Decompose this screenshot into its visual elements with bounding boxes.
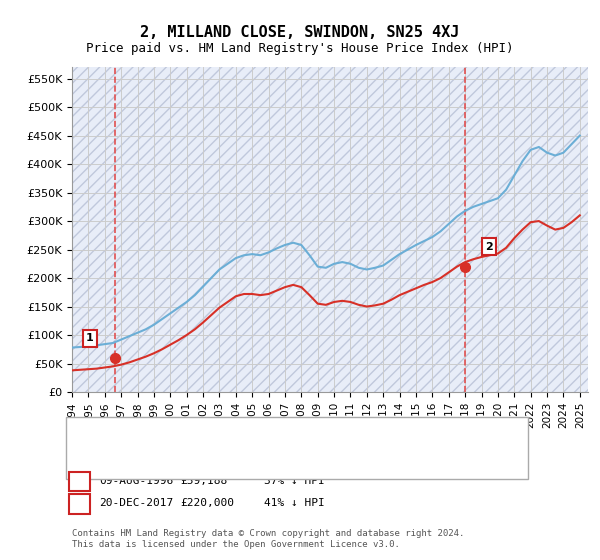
Text: 37% ↓ HPI: 37% ↓ HPI <box>264 476 325 486</box>
Text: 2: 2 <box>485 242 493 251</box>
Text: 41% ↓ HPI: 41% ↓ HPI <box>264 498 325 508</box>
Text: Price paid vs. HM Land Registry's House Price Index (HPI): Price paid vs. HM Land Registry's House … <box>86 42 514 55</box>
Text: HPI: Average price, detached house, Swindon: HPI: Average price, detached house, Swin… <box>126 450 416 460</box>
Text: 1: 1 <box>86 333 94 343</box>
Text: 2: 2 <box>76 498 83 508</box>
Text: Contains HM Land Registry data © Crown copyright and database right 2024.
This d: Contains HM Land Registry data © Crown c… <box>72 529 464 549</box>
Text: 09-AUG-1996: 09-AUG-1996 <box>99 476 173 486</box>
Text: 2, MILLAND CLOSE, SWINDON, SN25 4XJ (detached house): 2, MILLAND CLOSE, SWINDON, SN25 4XJ (det… <box>126 428 477 438</box>
Text: £220,000: £220,000 <box>180 498 234 508</box>
Text: 20-DEC-2017: 20-DEC-2017 <box>99 498 173 508</box>
Text: 1: 1 <box>76 476 83 486</box>
Text: £59,188: £59,188 <box>180 476 227 486</box>
Text: 2, MILLAND CLOSE, SWINDON, SN25 4XJ: 2, MILLAND CLOSE, SWINDON, SN25 4XJ <box>140 25 460 40</box>
